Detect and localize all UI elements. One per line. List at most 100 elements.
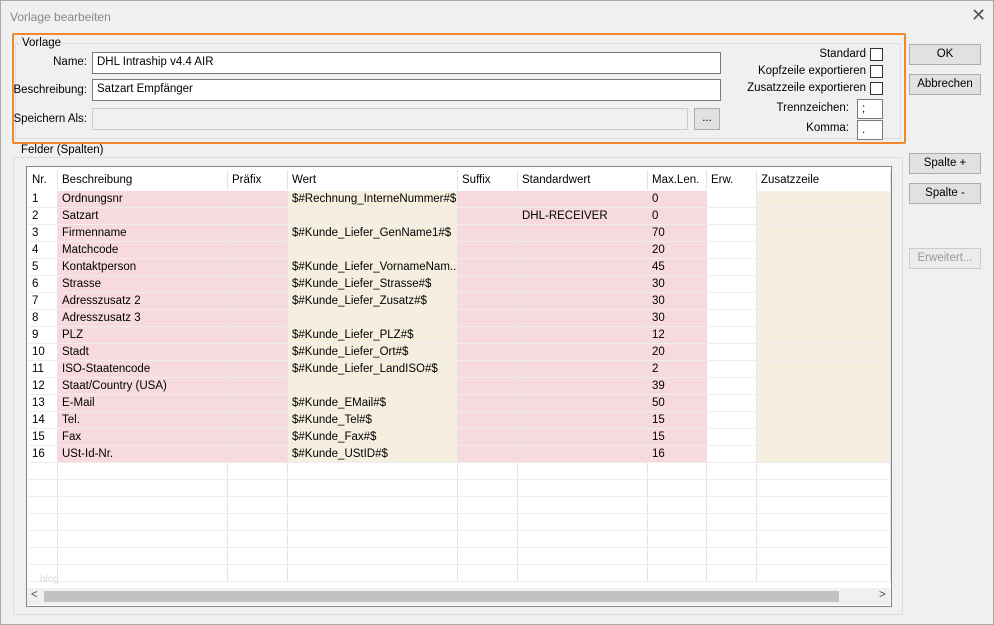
grid-cell[interactable] (228, 446, 288, 463)
grid-cell[interactable] (757, 276, 891, 293)
text-input[interactable]: ; (857, 99, 883, 119)
grid-cell[interactable] (757, 395, 891, 412)
grid-cell[interactable] (228, 242, 288, 259)
grid-cell[interactable] (458, 429, 518, 446)
grid-cell[interactable] (228, 310, 288, 327)
grid-cell[interactable]: Matchcode (58, 242, 228, 259)
grid-cell[interactable] (228, 429, 288, 446)
grid-cell[interactable] (458, 446, 518, 463)
grid-cell[interactable] (228, 293, 288, 310)
grid-cell[interactable] (707, 378, 757, 395)
grid-cell[interactable]: 12 (28, 378, 58, 395)
grid-cell[interactable] (228, 361, 288, 378)
grid-cell[interactable]: $#Kunde_Liefer_GenName1#$ (288, 225, 458, 242)
grid-cell[interactable] (458, 344, 518, 361)
grid-cell[interactable]: 39 (648, 378, 707, 395)
horizontal-scrollbar[interactable]: < > (27, 588, 891, 605)
grid-cell[interactable]: $#Kunde_UStID#$ (288, 446, 458, 463)
grid-cell[interactable] (228, 378, 288, 395)
grid-cell[interactable]: 0 (648, 208, 707, 225)
scroll-thumb[interactable] (44, 591, 839, 602)
grid-cell[interactable]: 30 (648, 293, 707, 310)
grid-cell[interactable] (518, 293, 648, 310)
grid-cell[interactable] (707, 327, 757, 344)
grid-cell[interactable] (458, 412, 518, 429)
grid-cell[interactable] (757, 259, 891, 276)
grid-cell[interactable]: 20 (648, 242, 707, 259)
grid-cell[interactable]: 20 (648, 344, 707, 361)
column-header[interactable]: Max.Len. (648, 170, 707, 190)
grid-cell[interactable]: 11 (28, 361, 58, 378)
grid-cell[interactable]: Satzart (58, 208, 228, 225)
grid-cell[interactable] (518, 310, 648, 327)
grid-cell[interactable] (518, 259, 648, 276)
grid-cell[interactable]: Adresszusatz 3 (58, 310, 228, 327)
grid-cell[interactable]: 8 (28, 310, 58, 327)
grid-cell[interactable]: 16 (648, 446, 707, 463)
grid-cell[interactable]: 16 (28, 446, 58, 463)
grid-cell[interactable]: 45 (648, 259, 707, 276)
text-input[interactable]: . (857, 120, 883, 140)
grid-cell[interactable]: 10 (28, 344, 58, 361)
grid-cell[interactable] (228, 344, 288, 361)
grid-cell[interactable] (458, 361, 518, 378)
grid-cell[interactable] (288, 208, 458, 225)
grid-cell[interactable] (757, 310, 891, 327)
grid-cell[interactable]: $#Kunde_Liefer_Strasse#$ (288, 276, 458, 293)
grid-cell[interactable] (707, 225, 757, 242)
grid-cell[interactable]: E-Mail (58, 395, 228, 412)
grid-cell[interactable]: $#Kunde_Liefer_LandISO#$ (288, 361, 458, 378)
grid-cell[interactable]: $#Rechnung_InterneNummer#$ (288, 191, 458, 208)
grid-cell[interactable]: 30 (648, 276, 707, 293)
grid-cell[interactable] (288, 378, 458, 395)
grid-cell[interactable] (757, 327, 891, 344)
grid-cell[interactable] (518, 446, 648, 463)
grid-cell[interactable] (518, 412, 648, 429)
grid-cell[interactable] (757, 242, 891, 259)
grid-cell[interactable]: 9 (28, 327, 58, 344)
close-button[interactable]: ✕ (971, 5, 987, 25)
grid-cell[interactable] (458, 225, 518, 242)
grid-cell[interactable]: Strasse (58, 276, 228, 293)
checkbox[interactable] (870, 48, 883, 61)
grid-cell[interactable] (228, 395, 288, 412)
remove-column-button[interactable]: Spalte - (909, 183, 981, 204)
grid-cell[interactable] (458, 395, 518, 412)
grid-cell[interactable] (757, 429, 891, 446)
grid-cell[interactable]: Ordnungsnr (58, 191, 228, 208)
grid-cell[interactable]: 12 (648, 327, 707, 344)
column-header[interactable]: Suffix (458, 170, 518, 190)
checkbox[interactable] (870, 65, 883, 78)
grid-cell[interactable] (518, 242, 648, 259)
grid-cell[interactable] (288, 242, 458, 259)
grid-cell[interactable] (707, 310, 757, 327)
grid-cell[interactable] (458, 276, 518, 293)
grid-cell[interactable] (757, 344, 891, 361)
grid-cell[interactable]: 3 (28, 225, 58, 242)
grid-cell[interactable] (228, 412, 288, 429)
grid-cell[interactable] (707, 429, 757, 446)
scroll-right[interactable]: > (879, 589, 886, 601)
grid-cell[interactable]: Stadt (58, 344, 228, 361)
checkbox[interactable] (870, 82, 883, 95)
add-column-button[interactable]: Spalte + (909, 153, 981, 174)
grid-cell[interactable] (757, 378, 891, 395)
grid-cell[interactable] (707, 446, 757, 463)
grid-cell[interactable]: Tel. (58, 412, 228, 429)
grid-cell[interactable] (518, 361, 648, 378)
grid-cell[interactable]: 30 (648, 310, 707, 327)
browse-button[interactable]: ... (694, 108, 720, 130)
grid-cell[interactable] (707, 344, 757, 361)
column-header[interactable]: Präfix (228, 170, 288, 190)
grid-cell[interactable] (707, 242, 757, 259)
grid-cell[interactable]: $#Kunde_Liefer_VornameNam... (288, 259, 458, 276)
grid-cell[interactable] (458, 293, 518, 310)
grid-cell[interactable] (707, 191, 757, 208)
grid-cell[interactable]: $#Kunde_Liefer_Ort#$ (288, 344, 458, 361)
grid-cell[interactable]: Firmenname (58, 225, 228, 242)
grid-cell[interactable] (757, 412, 891, 429)
grid-cell[interactable] (228, 259, 288, 276)
grid-cell[interactable]: 15 (648, 412, 707, 429)
grid-cell[interactable]: 0 (648, 191, 707, 208)
column-header[interactable]: Standardwert (518, 170, 648, 190)
